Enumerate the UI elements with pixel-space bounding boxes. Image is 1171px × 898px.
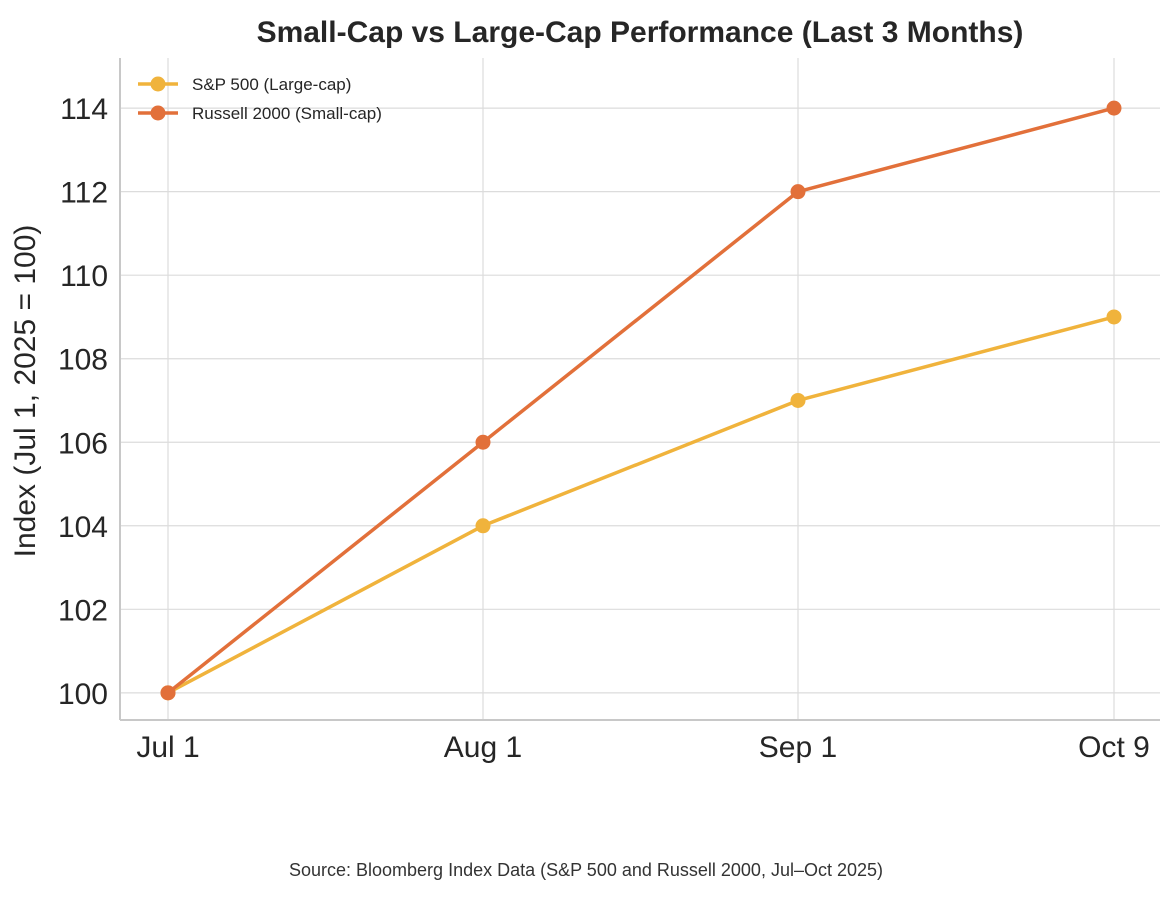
legend-item: S&P 500 (Large-cap) [138,75,351,94]
data-point-russell2000 [1106,100,1122,116]
y-tick-label: 114 [60,93,108,126]
data-point-sp500 [790,392,806,408]
series-sp500 [160,309,1122,701]
legend-marker-swatch [150,105,166,121]
legend: S&P 500 (Large-cap) Russell 2000 (Small-c… [138,75,382,123]
chart-title: Small-Cap vs Large-Cap Performance (Last… [257,16,1024,49]
y-tick-label: 104 [58,511,108,544]
data-point-russell2000 [160,685,176,701]
series-lines [160,100,1122,701]
y-tick-label: 108 [58,344,108,377]
series-russell2000 [160,100,1122,701]
data-point-russell2000 [475,434,491,450]
legend-item: Russell 2000 (Small-cap) [138,104,382,123]
legend-marker-swatch [150,76,166,92]
series-line-russell2000 [166,106,1116,695]
x-tick-label: Aug 1 [444,731,522,764]
y-axis-label: Index (Jul 1, 2025 = 100) [9,225,42,558]
legend-label: S&P 500 (Large-cap) [192,75,351,94]
x-tick-label: Oct 9 [1078,731,1150,764]
x-tick-label: Jul 1 [136,731,199,764]
y-tick-label: 100 [58,678,108,711]
data-point-russell2000 [790,184,806,200]
y-axis-ticks: 100 102 104 106 108 110 112 114 [58,93,108,711]
y-tick-label: 112 [60,177,108,210]
gridlines [120,58,1160,720]
legend-label: Russell 2000 (Small-cap) [192,104,382,123]
y-tick-label: 102 [58,594,108,627]
axes-spines [119,58,1160,721]
x-axis-ticks: Jul 1 Aug 1 Sep 1 Oct 9 [136,731,1150,764]
data-point-sp500 [475,518,491,534]
x-tick-label: Sep 1 [759,731,837,764]
data-point-sp500 [1106,309,1122,325]
y-tick-label: 110 [60,260,108,293]
series-line-sp500 [166,315,1116,695]
y-tick-label: 106 [58,427,108,460]
source-note: Source: Bloomberg Index Data (S&P 500 an… [289,860,883,880]
